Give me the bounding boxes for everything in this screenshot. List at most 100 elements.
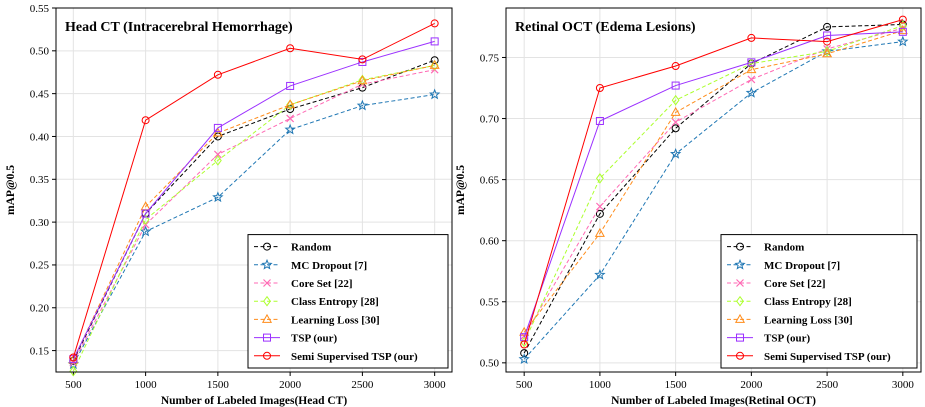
legend-label: TSP (our): [291, 333, 337, 345]
data-point: [671, 81, 680, 90]
legend-item: Core Set [22]: [254, 278, 353, 290]
legend-item: Semi Supervised TSP (our): [254, 351, 418, 363]
legend-item: Core Set [22]: [727, 278, 826, 290]
y-tick-label: 0.35: [30, 174, 50, 186]
y-tick-label: 0.60: [480, 235, 500, 247]
data-point: [213, 70, 222, 79]
legend-marker: [261, 258, 273, 270]
x-axis-title: Number of Labeled Images(Head CT): [161, 395, 348, 407]
x-tick-label: 3000: [892, 379, 915, 391]
data-point: [671, 62, 680, 71]
y-tick-label: 0.45: [30, 88, 50, 100]
data-point: [747, 75, 756, 84]
data-point: [69, 353, 78, 362]
data-point: [898, 20, 907, 32]
data-point: [141, 209, 150, 218]
series-line: [523, 25, 903, 343]
data-point: [671, 124, 680, 133]
legend-item: Learning Loss [30]: [727, 313, 853, 326]
series-line: [72, 22, 435, 358]
data-point: [139, 225, 152, 237]
data-point: [358, 55, 367, 64]
series-line: [523, 30, 903, 333]
data-point: [286, 44, 295, 53]
x-tick-label: 1500: [665, 379, 688, 391]
data-point: [358, 74, 367, 86]
series-learning-loss-30: [519, 25, 908, 336]
data-point: [430, 37, 439, 46]
chart-title: Retinal OCT (Edema Lesions): [515, 20, 696, 35]
data-point: [428, 88, 441, 100]
legend-label: Semi Supervised TSP (our): [291, 351, 418, 363]
legend: Random MC Dropout [7] Core Set [22] Class E…: [720, 234, 918, 369]
legend-label: Class Entropy [28]: [291, 296, 379, 308]
data-point: [594, 227, 605, 237]
y-axis-title: mAP@0.5: [5, 165, 17, 215]
y-tick-label: 0.65: [480, 174, 500, 186]
legend: Random MC Dropout [7] Core Set [22] Class E…: [247, 234, 449, 369]
legend-marker: [261, 313, 273, 323]
x-tick-label: 2500: [816, 379, 839, 391]
data-point: [213, 150, 222, 159]
y-tick-label: 0.55: [30, 3, 50, 15]
data-point: [669, 148, 682, 159]
series-line: [72, 64, 435, 372]
legend-box: [720, 234, 918, 369]
legend-item: Class Entropy [28]: [727, 295, 852, 308]
x-tick-label: 2000: [740, 379, 763, 391]
legend-marker: [734, 313, 746, 323]
data-point: [286, 114, 295, 123]
data-point: [358, 57, 367, 66]
plot-frame: [55, 7, 453, 373]
data-point: [671, 94, 680, 106]
data-point: [284, 123, 296, 135]
legend-label: Learning Loss [30]: [764, 314, 853, 326]
legend-item: Semi Supervised TSP (our): [727, 351, 891, 363]
data-point: [212, 191, 224, 203]
data-point: [430, 19, 439, 28]
series-semi-supervised-tsp-our: [69, 19, 439, 362]
series-line: [523, 27, 903, 337]
y-tick-label: 0.15: [30, 345, 50, 357]
y-axis-title: mAP@0.5: [455, 165, 467, 215]
y-tick-label: 0.50: [30, 46, 50, 58]
data-point: [595, 84, 604, 93]
data-point: [747, 33, 756, 42]
series-line: [523, 31, 903, 338]
legend-label: Random: [764, 242, 804, 254]
data-point: [595, 173, 604, 184]
legend-item: MC Dropout [7]: [727, 258, 840, 272]
series-tsp-our: [520, 27, 907, 342]
data-point: [141, 116, 150, 125]
data-point: [429, 59, 440, 69]
x-tick-label: 1500: [207, 379, 230, 391]
chart-panel-1: 0.15 0.20 0.25 0.30 0.35 0.40 0.45 0.50 0.55 500 1…: [5, 3, 453, 407]
legend-label: TSP (our): [764, 333, 810, 345]
x-tick-label: 1000: [589, 379, 612, 391]
data-point: [747, 58, 756, 67]
legend-item: Random: [727, 242, 804, 254]
y-tick-label: 0.50: [480, 358, 500, 370]
data-point: [357, 75, 368, 85]
series-line: [72, 64, 435, 361]
data-point: [520, 349, 529, 358]
series-line: [523, 23, 903, 354]
data-point: [286, 105, 295, 114]
data-point: [671, 118, 680, 127]
data-point: [823, 22, 832, 31]
legend-label: Semi Supervised TSP (our): [764, 351, 891, 363]
data-point: [898, 15, 907, 24]
legend-marker: [736, 242, 744, 251]
legend-item: TSP (our): [727, 333, 810, 345]
data-point: [213, 155, 222, 166]
data-point: [823, 46, 832, 57]
legend-label: Core Set [22]: [291, 278, 353, 290]
y-tick-label: 0.40: [30, 131, 50, 143]
series-line: [72, 94, 435, 365]
legend-marker: [736, 333, 744, 342]
legend-marker: [263, 351, 271, 360]
y-tick-label: 0.20: [30, 303, 50, 315]
data-point: [356, 99, 369, 111]
legend-label: Learning Loss [30]: [291, 314, 380, 326]
